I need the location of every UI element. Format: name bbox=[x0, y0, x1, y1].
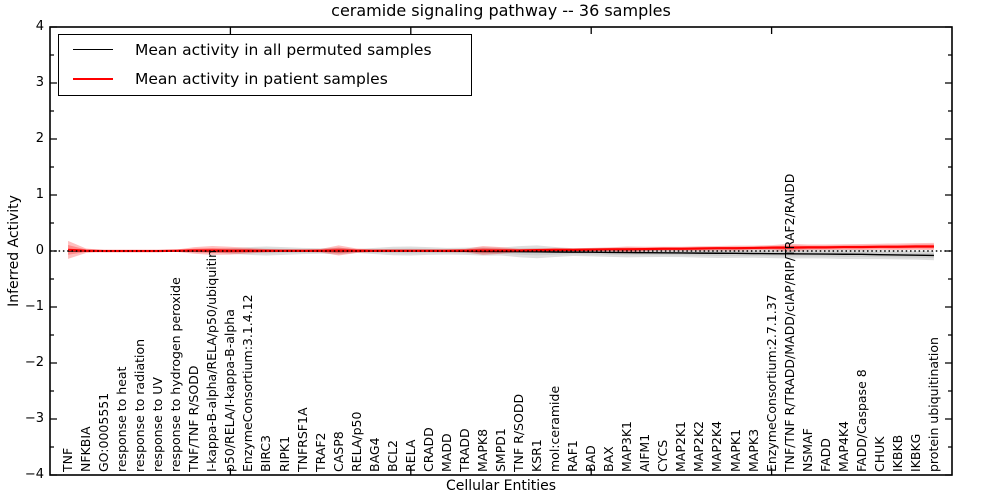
legend-entry-permuted: Mean activity in all permuted samples bbox=[59, 35, 471, 64]
x-axis-label: Cellular Entities bbox=[445, 478, 557, 494]
x-tick-label: SMPD1 bbox=[493, 428, 508, 472]
x-tick-label: IKBKB bbox=[889, 434, 905, 472]
legend-label-patient: Mean activity in patient samples bbox=[135, 69, 388, 88]
y-tick-label: 2 bbox=[35, 131, 44, 146]
permuted-line-sample bbox=[73, 49, 113, 50]
x-tick-label: BCL2 bbox=[384, 439, 400, 472]
x-tick-label: response to UV bbox=[150, 377, 166, 472]
x-tick-label: BAD bbox=[583, 445, 599, 472]
x-tick-label: TRADD bbox=[456, 428, 472, 472]
x-tick-label: TNF/TNF R/SODD bbox=[186, 365, 202, 472]
y-tick-label: −2 bbox=[24, 355, 44, 370]
x-tick-label: p50/RELA/I-kappa-B-alpha bbox=[222, 309, 238, 472]
x-tick-label: BAX bbox=[601, 446, 617, 472]
x-tick-label: CYCS bbox=[655, 439, 671, 472]
legend-box: Mean activity in all permuted samples Me… bbox=[58, 34, 472, 96]
x-tick-label: KSR1 bbox=[529, 439, 545, 472]
y-tick-label: 0 bbox=[35, 243, 44, 258]
x-tick-label: TRAF2 bbox=[312, 432, 328, 472]
y-tick-label: −4 bbox=[24, 467, 44, 482]
x-tick-label: MADD bbox=[438, 433, 454, 472]
patient-line-sample bbox=[73, 77, 113, 80]
x-tick-label: TNF/TNF R/TRADD/MADD/cIAP/RIP/TRAF2/RAID… bbox=[781, 173, 797, 472]
x-tick-label: RAF1 bbox=[565, 440, 581, 472]
x-tick-label: response to radiation bbox=[132, 338, 148, 472]
x-tick-label: GO:0005551 bbox=[96, 392, 112, 472]
x-tick-label: MAPK8 bbox=[474, 428, 490, 472]
x-tick-label: NFKBIA bbox=[78, 426, 94, 472]
x-tick-label: TNF bbox=[60, 447, 76, 472]
x-tick-label: TNF R/SODD bbox=[511, 393, 527, 472]
x-tick-label: MAP2K2 bbox=[691, 421, 707, 472]
x-tick-label: RIPK1 bbox=[276, 435, 292, 472]
x-tick-label: CHUK bbox=[871, 436, 887, 472]
y-tick-label: −1 bbox=[24, 299, 44, 314]
x-tick-label: AIFM1 bbox=[637, 433, 653, 472]
x-tick-label: RELA/p50 bbox=[348, 411, 364, 472]
legend-entry-patient: Mean activity in patient samples bbox=[59, 64, 471, 93]
axis-ticks bbox=[50, 26, 952, 476]
x-tick-label: MAP3K1 bbox=[619, 421, 635, 472]
x-tick-label: EnzymeConsortium:3.1.4.12 bbox=[240, 294, 256, 472]
x-tick-label: BIRC3 bbox=[258, 434, 274, 472]
x-tick-label: CASP8 bbox=[330, 431, 346, 472]
chart-title: ceramide signaling pathway -- 36 samples bbox=[331, 1, 671, 20]
x-tick-label: I-kappa-B-alpha/RELA/p50/ubiquitin bbox=[204, 249, 220, 472]
legend-label-permuted: Mean activity in all permuted samples bbox=[135, 40, 432, 59]
x-tick-label: TNFRSF1A bbox=[294, 407, 310, 473]
x-tick-label: IKBKG bbox=[907, 433, 923, 472]
y-tick-label: 3 bbox=[35, 75, 44, 90]
x-tick-label: EnzymeConsortium:2.7.1.37 bbox=[763, 294, 779, 472]
x-tick-label: NSMAF bbox=[799, 428, 815, 472]
x-tick-label: FADD/Caspase 8 bbox=[853, 369, 869, 472]
x-tick-label: BAG4 bbox=[366, 437, 382, 472]
x-tick-label: MAP4K4 bbox=[835, 421, 851, 472]
x-tick-label: response to hydrogen peroxide bbox=[168, 277, 184, 472]
y-tick-label: 4 bbox=[35, 19, 44, 34]
x-tick-label: response to heat bbox=[114, 366, 130, 472]
x-tick-label: mol:ceramide bbox=[547, 385, 563, 472]
patient-mean-line bbox=[67, 245, 934, 253]
y-tick-label: 1 bbox=[35, 187, 44, 202]
y-tick-label: −3 bbox=[24, 411, 44, 426]
x-tick-label: protein ubiquitination bbox=[925, 337, 941, 472]
x-tick-label: MAP2K1 bbox=[673, 421, 689, 472]
x-tick-label: MAPK3 bbox=[745, 428, 761, 472]
x-tick-label: CRADD bbox=[420, 427, 436, 472]
x-tick-label: FADD bbox=[817, 438, 833, 472]
x-tick-label: MAPK1 bbox=[727, 428, 743, 472]
x-tick-label: MAP2K4 bbox=[709, 421, 725, 472]
x-tick-label: RELA bbox=[402, 439, 418, 472]
